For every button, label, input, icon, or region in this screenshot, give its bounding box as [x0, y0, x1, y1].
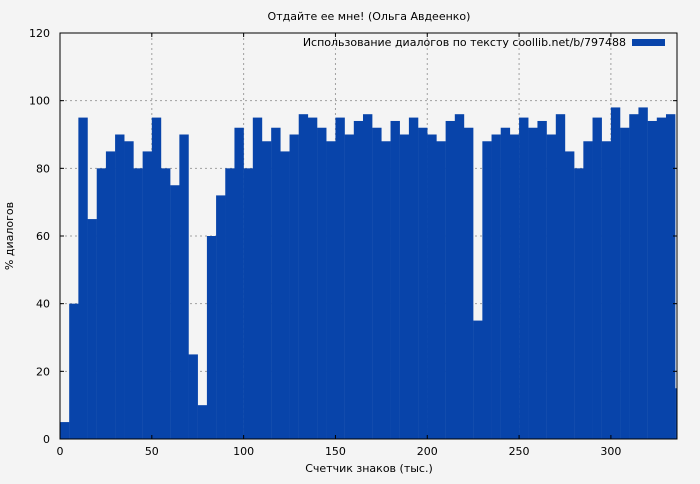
bar	[454, 114, 465, 439]
bar	[87, 219, 97, 439]
y-axis-label: % диалогов	[3, 202, 16, 270]
bar	[638, 107, 648, 439]
y-tick-labels: 0 20 40 60 80 100 120	[29, 27, 50, 446]
bar	[647, 120, 658, 439]
bar	[179, 134, 189, 439]
bar	[280, 151, 290, 439]
tick-marks	[59, 32, 677, 440]
bar	[574, 168, 584, 440]
bar	[564, 151, 575, 439]
bar	[344, 134, 355, 439]
bar	[115, 134, 125, 439]
x-tick-label: 200	[417, 445, 438, 458]
bar	[243, 168, 254, 440]
bar	[206, 236, 217, 439]
bar	[362, 114, 373, 439]
bar	[519, 117, 529, 439]
bar	[427, 134, 437, 439]
x-tick-labels: 0 50 100 150 200 250 300	[57, 445, 622, 458]
bar	[160, 168, 171, 440]
x-axis-label: Счетчик знаков (тыс.)	[305, 462, 433, 475]
bar	[656, 117, 667, 439]
bar	[418, 127, 428, 439]
bar	[482, 141, 492, 439]
x-tick-label: 300	[600, 445, 621, 458]
legend: Использование диалогов по тексту coollib…	[303, 36, 665, 49]
bar	[252, 117, 263, 439]
bar	[509, 134, 520, 439]
bar	[142, 151, 153, 439]
bar	[335, 117, 345, 439]
y-tick-label: 60	[36, 230, 50, 243]
x-tick-label: 250	[509, 445, 530, 458]
bar	[537, 120, 547, 439]
bar	[271, 127, 281, 439]
chart-title: Отдайте ее мне! (Ольга Авдеенко)	[268, 10, 471, 23]
bar	[372, 127, 382, 439]
x-tick-label: 150	[325, 445, 346, 458]
y-tick-label: 20	[36, 365, 50, 378]
bar	[555, 114, 566, 439]
bar	[261, 141, 272, 439]
x-tick-label: 50	[145, 445, 159, 458]
bar	[298, 114, 309, 439]
bar	[546, 134, 557, 439]
bar	[326, 141, 336, 439]
x-tick-label: 0	[57, 445, 64, 458]
bar	[629, 114, 639, 439]
y-tick-label: 40	[36, 298, 50, 311]
bar	[96, 168, 107, 440]
bar	[463, 127, 474, 439]
bar	[105, 151, 116, 439]
bar	[399, 134, 410, 439]
y-tick-label: 120	[29, 27, 50, 40]
bar	[601, 141, 612, 439]
bar	[500, 127, 511, 439]
legend-label: Использование диалогов по тексту coollib…	[303, 36, 626, 49]
legend-swatch	[632, 39, 665, 46]
bar	[133, 168, 143, 440]
bar	[170, 185, 180, 439]
bar	[620, 127, 630, 439]
bar	[69, 303, 79, 439]
bar	[528, 127, 538, 439]
bar	[197, 405, 208, 439]
bar	[408, 117, 419, 439]
bar	[307, 117, 318, 439]
bar	[436, 141, 446, 439]
bar	[473, 320, 483, 439]
bar	[60, 422, 70, 439]
bar	[289, 134, 299, 439]
y-tick-label: 80	[36, 162, 50, 175]
bar	[381, 141, 391, 439]
bar	[445, 120, 456, 439]
bar	[675, 388, 678, 439]
bar	[592, 117, 602, 439]
bar	[151, 117, 162, 439]
bar	[124, 141, 134, 439]
y-tick-label: 100	[29, 95, 50, 108]
bar	[390, 120, 400, 439]
bar	[491, 134, 501, 439]
bar	[583, 141, 593, 439]
bar	[188, 354, 198, 439]
bar	[225, 168, 235, 440]
bar	[610, 107, 621, 439]
bar	[353, 120, 364, 439]
bars	[60, 107, 678, 440]
bar	[216, 195, 226, 439]
x-tick-label: 100	[233, 445, 254, 458]
bar	[665, 114, 676, 439]
y-tick-label: 0	[43, 433, 50, 446]
bar	[234, 127, 244, 439]
bar	[317, 127, 327, 439]
bar	[78, 117, 88, 439]
